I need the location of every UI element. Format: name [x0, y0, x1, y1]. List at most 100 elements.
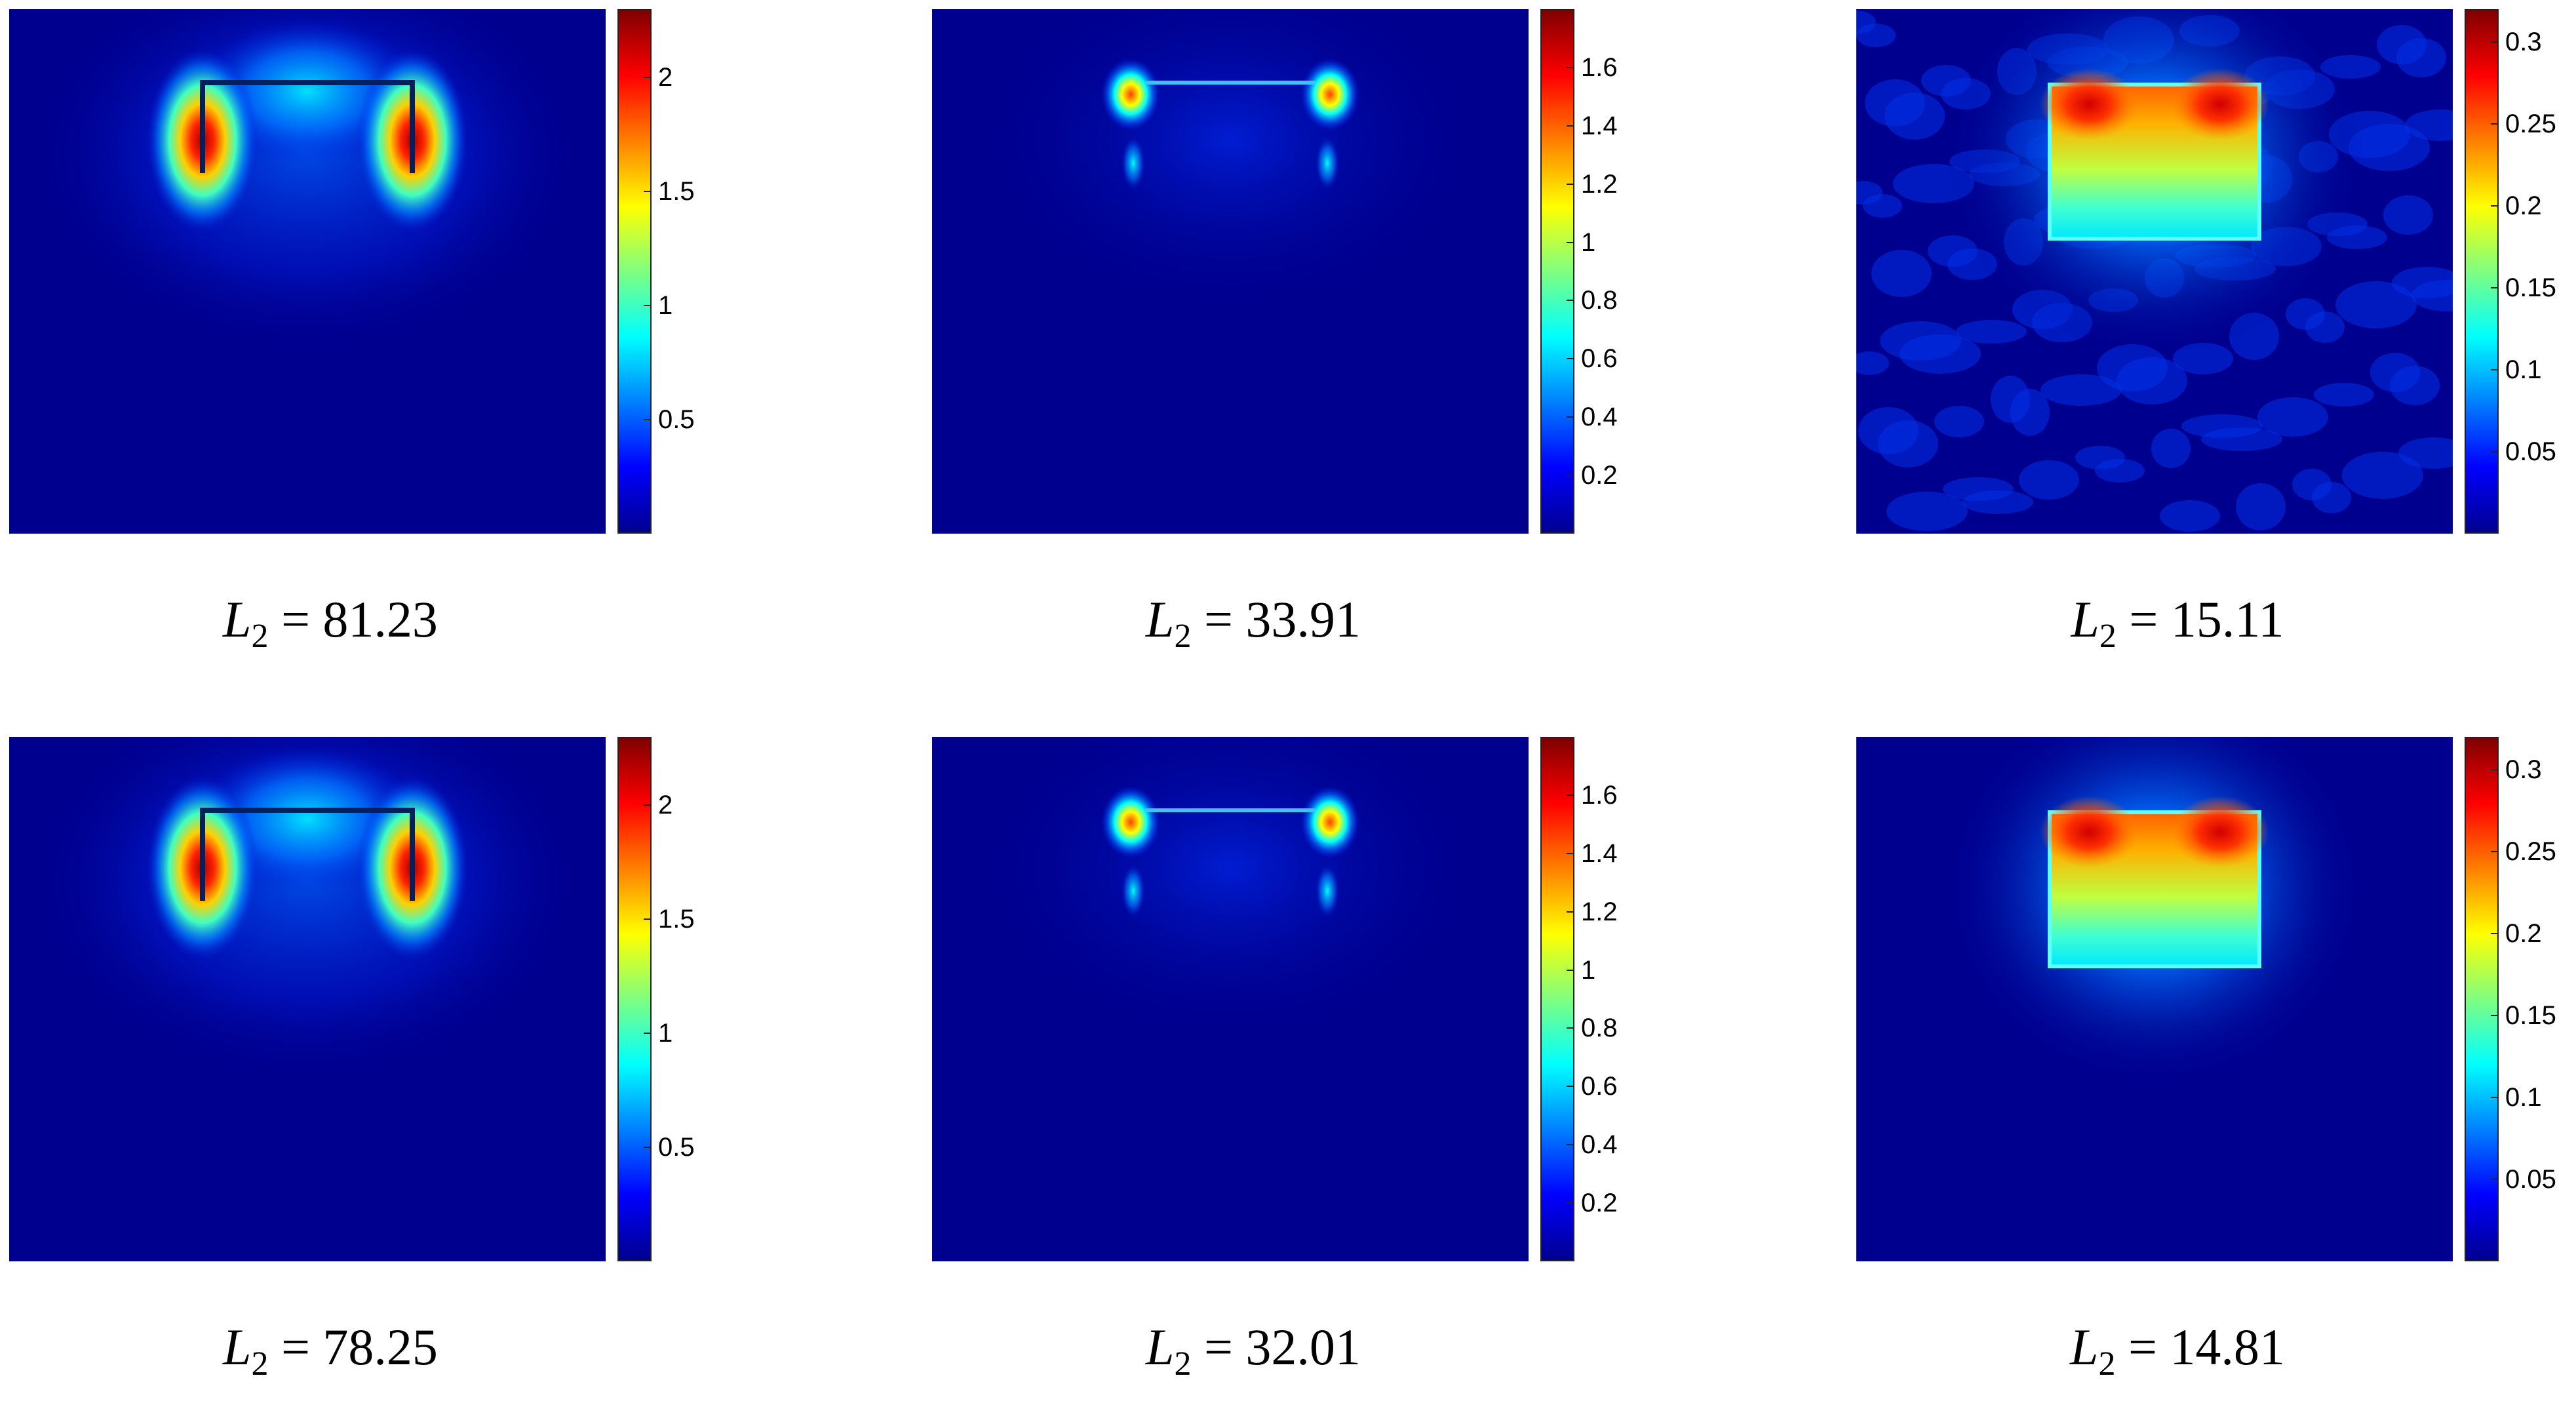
colorbar-tick-label: 0.05 — [2505, 437, 2556, 466]
colorbar-tick-mark — [1567, 794, 1573, 796]
noise-blob — [2335, 281, 2417, 328]
colorbar-tick-mark — [2491, 933, 2497, 934]
caption-value: = 14.81 — [2115, 1318, 2285, 1375]
caption-symbol: L — [223, 1318, 252, 1375]
caption-symbol: L — [2070, 1318, 2099, 1375]
caption-subscript: 2 — [2099, 618, 2117, 655]
colorbar-tick-label: 0.05 — [2505, 1165, 2556, 1194]
caption-subscript: 2 — [251, 1345, 269, 1383]
colorbar-tick-label: 0.5 — [658, 405, 695, 435]
colorbar-tick-label: 0.4 — [1581, 403, 1618, 432]
heatmap-plot — [932, 737, 1529, 1261]
colorbar-tick-mark — [2491, 451, 2497, 452]
colorbar-tick-mark — [1567, 1144, 1573, 1146]
heatmap-plot — [932, 9, 1529, 534]
colorbar-tick-mark — [2491, 41, 2497, 43]
colorbar-tick-label: 0.1 — [2505, 355, 2542, 384]
noise-blob — [1878, 420, 1938, 467]
hotspot-left — [2040, 796, 2138, 868]
colorbar-tick-mark — [1567, 416, 1573, 418]
hotspot-right — [2171, 796, 2269, 868]
panel-caption: L2 = 81.23 — [3, 590, 658, 656]
caption-subscript: 2 — [251, 618, 269, 655]
panel-caption: L2 = 78.25 — [3, 1318, 658, 1383]
colorbar-tick-label: 1 — [658, 1019, 673, 1048]
colorbar-tick-label: 0.2 — [1581, 1189, 1618, 1218]
hotspot-left — [1101, 786, 1160, 858]
panel-caption: L2 = 33.91 — [926, 590, 1581, 656]
panel-caption: L2 = 14.81 — [1850, 1318, 2505, 1383]
colorbar-tick-mark — [644, 77, 650, 79]
caption-symbol: L — [223, 591, 252, 648]
noise-blob — [2314, 383, 2374, 406]
colorbar-tick-mark — [644, 419, 650, 421]
hotspot-left — [1101, 58, 1160, 130]
colorbar-tick-mark — [1567, 852, 1573, 854]
colorbar — [1540, 737, 1574, 1261]
colorbar-tick-label: 0.8 — [1581, 286, 1618, 315]
colorbar-tick-label: 0.25 — [2505, 837, 2556, 866]
hotspot-left — [2040, 68, 2138, 140]
colorbar-tick-mark — [1567, 66, 1573, 68]
colorbar-tick-mark — [644, 804, 650, 806]
caption-symbol: L — [1146, 591, 1175, 648]
colorbar-tick-label: 1.2 — [1581, 169, 1618, 199]
colorbar-tick-label: 1.6 — [1581, 52, 1618, 82]
noise-blob — [1962, 490, 2033, 514]
heatmap-plot — [9, 737, 606, 1261]
colorbar-tick-label: 0.3 — [2505, 755, 2542, 784]
colorbar-tick-mark — [1567, 241, 1573, 243]
edge-glow-right — [1316, 865, 1339, 917]
edge-glow-right — [1316, 137, 1339, 189]
colorbar-tick-mark — [1567, 125, 1573, 127]
colorbar-tick-label: 0.1 — [2505, 1083, 2542, 1112]
noise-blob — [2396, 38, 2446, 77]
colorbar-tick-label: 1 — [1581, 227, 1596, 257]
colorbar-tick-label: 0.3 — [2505, 28, 2542, 56]
colorbar-tick-label: 1.5 — [658, 905, 695, 934]
noise-blob — [2349, 124, 2430, 171]
edge-glow-left — [1122, 137, 1145, 189]
caption-subscript: 2 — [2098, 1345, 2116, 1383]
colorbar-tick-label: 0.6 — [1581, 1072, 1618, 1101]
heatmap-plot — [1856, 9, 2453, 534]
noise-blob — [2390, 366, 2440, 405]
colorbar-tick-label: 0.5 — [658, 1133, 695, 1162]
caption-subscript: 2 — [1174, 618, 1192, 655]
colorbar — [2465, 737, 2499, 1261]
heatmap-plot — [1856, 737, 2453, 1261]
colorbar-tick-mark — [644, 918, 650, 920]
noise-blob — [2236, 483, 2286, 530]
hotspot-right — [2171, 68, 2269, 140]
colorbar-tick-mark — [2491, 1097, 2497, 1098]
colorbar-tick-label: 2 — [658, 791, 673, 820]
colorbar-tick-label: 0.2 — [1581, 461, 1618, 490]
colorbar-tick-label: 1.4 — [1581, 111, 1618, 140]
colorbar-tick-mark — [2491, 851, 2497, 852]
caption-symbol: L — [2071, 591, 2099, 648]
colorbar-tick-label: 1 — [658, 291, 673, 321]
caption-value: = 78.25 — [268, 1318, 438, 1375]
colorbar-tick-mark — [2491, 1015, 2497, 1016]
conductor-outline — [200, 808, 415, 901]
noise-blob — [2383, 195, 2433, 235]
heatmap-plot — [9, 9, 606, 534]
caption-symbol: L — [1146, 1318, 1175, 1375]
noise-blob — [2040, 374, 2122, 406]
edge-glow-left — [1122, 865, 1145, 917]
noise-blob — [1856, 24, 1896, 47]
colorbar-tick-label: 0.15 — [2505, 273, 2556, 302]
noise-blob — [2342, 452, 2423, 499]
colorbar-tick-label: 1 — [1581, 955, 1596, 985]
colorbar-tick-mark — [2491, 369, 2497, 370]
caption-value: = 15.11 — [2116, 591, 2284, 648]
noise-blob — [1934, 406, 1984, 437]
colorbar-tick-mark — [1567, 911, 1573, 913]
colorbar-tick-label: 0.8 — [1581, 1014, 1618, 1043]
colorbar-tick-mark — [644, 1147, 650, 1149]
noise-blob — [2095, 459, 2145, 483]
colorbar-tick-label: 0.2 — [2505, 191, 2542, 220]
colorbar-tick-mark — [644, 305, 650, 307]
colorbar — [2465, 9, 2499, 534]
noise-blob — [2117, 357, 2187, 404]
